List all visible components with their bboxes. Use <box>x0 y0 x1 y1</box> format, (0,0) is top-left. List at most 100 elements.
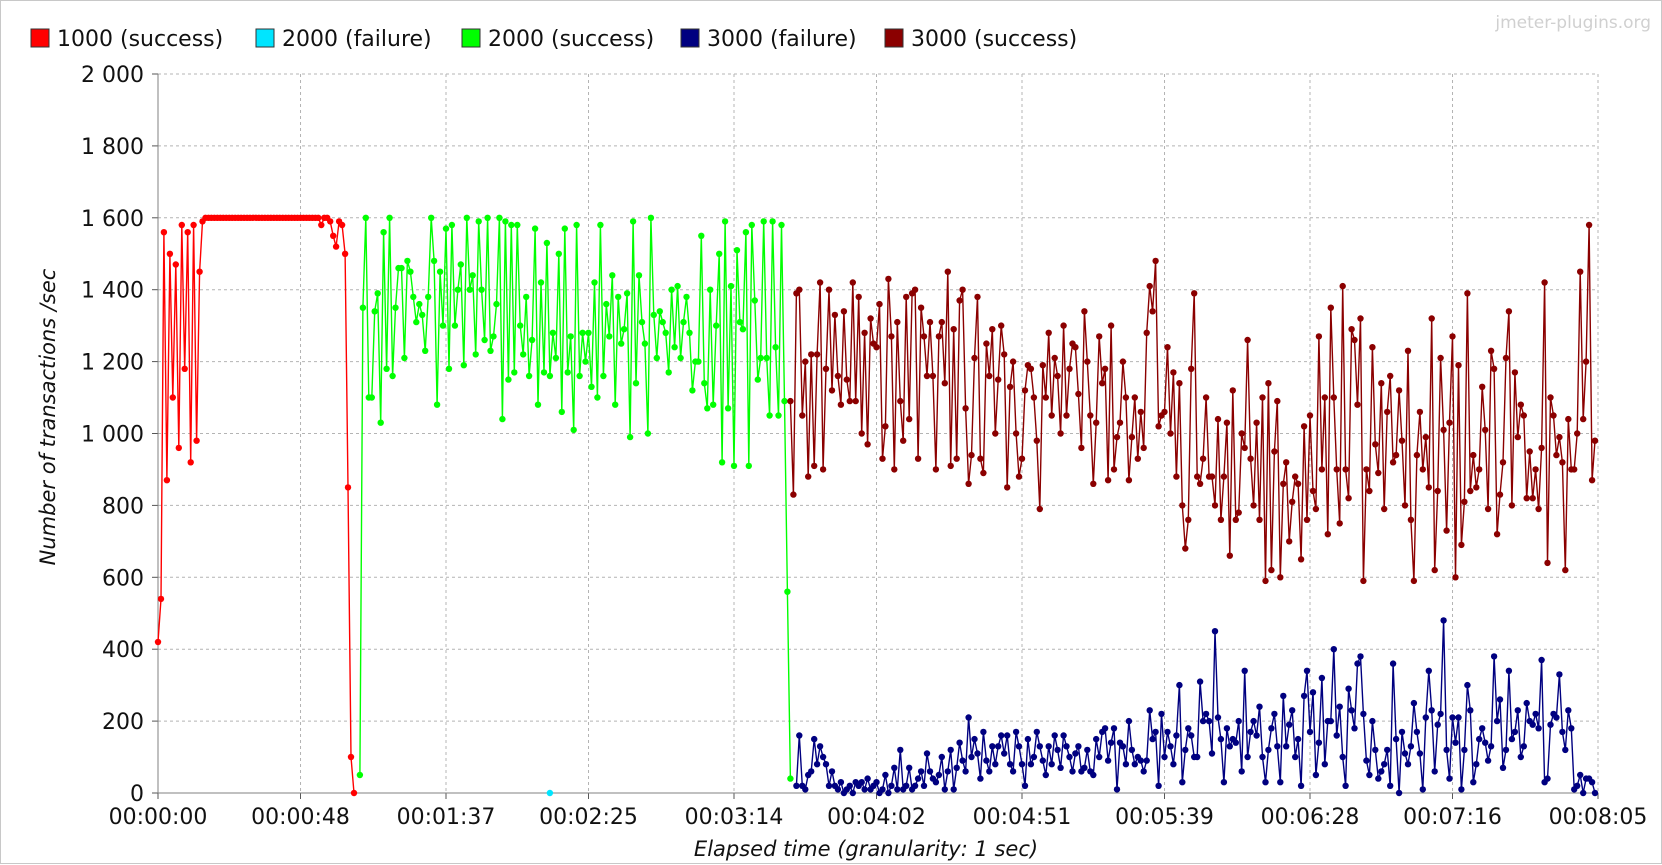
data-point <box>971 735 978 743</box>
data-point <box>413 318 420 326</box>
series-line <box>359 217 792 779</box>
data-point <box>1101 725 1109 732</box>
data-point <box>864 441 871 448</box>
data-point <box>903 782 910 789</box>
data-point <box>1580 789 1587 797</box>
data-point <box>805 473 812 480</box>
data-point <box>724 405 732 412</box>
data-point <box>911 286 919 293</box>
y-tick-label: 1 000 <box>81 423 144 448</box>
data-point <box>1544 559 1551 567</box>
data-point <box>567 333 574 340</box>
data-point <box>618 340 625 347</box>
data-point <box>1232 516 1240 523</box>
data-point <box>888 782 895 789</box>
data-point <box>1268 725 1275 732</box>
data-point <box>1336 520 1343 527</box>
data-point <box>822 761 830 768</box>
data-point <box>1493 531 1501 538</box>
data-point <box>861 329 868 336</box>
data-point <box>1021 387 1029 394</box>
data-point <box>1449 714 1456 721</box>
data-point <box>1015 743 1023 750</box>
data-point <box>920 333 928 340</box>
data-point <box>1170 369 1177 376</box>
data-point <box>668 286 675 293</box>
data-point <box>377 419 384 426</box>
data-point <box>1057 764 1064 771</box>
data-point <box>689 387 696 394</box>
data-point <box>1036 505 1044 513</box>
data-point <box>466 286 473 293</box>
data-point <box>1042 394 1050 401</box>
data-point <box>620 326 628 333</box>
data-point <box>1140 768 1147 775</box>
data-point <box>1535 505 1542 513</box>
data-point <box>508 221 515 229</box>
data-point <box>941 786 948 793</box>
data-point <box>1312 505 1320 513</box>
data-point <box>1182 545 1189 552</box>
x-tick-label: 00:04:51 <box>973 805 1072 830</box>
data-point <box>944 768 951 775</box>
data-point <box>917 304 925 311</box>
data-point <box>1167 430 1174 437</box>
data-point <box>980 469 987 477</box>
data-point <box>1544 775 1551 782</box>
data-point <box>1461 498 1468 505</box>
data-point <box>816 279 824 286</box>
data-point <box>172 261 179 268</box>
data-point <box>787 397 794 405</box>
data-point <box>1502 354 1510 362</box>
data-point <box>1389 660 1397 667</box>
data-point <box>983 757 990 764</box>
data-point <box>1024 735 1032 743</box>
data-point <box>882 423 889 430</box>
data-point <box>1033 728 1041 736</box>
data-point <box>1226 552 1234 559</box>
data-point <box>1327 304 1335 311</box>
data-point <box>897 746 904 754</box>
data-point <box>1434 721 1441 728</box>
data-point <box>398 264 405 272</box>
data-point <box>549 329 557 336</box>
data-point <box>623 290 631 297</box>
data-point <box>843 376 850 383</box>
data-point <box>1407 743 1415 750</box>
data-point <box>1401 750 1409 757</box>
data-point <box>383 365 390 372</box>
data-point <box>825 782 833 789</box>
data-point <box>1538 444 1545 452</box>
grid-lines <box>158 73 1599 793</box>
data-point <box>327 218 334 225</box>
legend-swatch <box>461 28 481 48</box>
y-tick-label: 1 600 <box>81 207 144 232</box>
data-point <box>852 397 859 405</box>
data-point <box>920 782 928 789</box>
legend-label: 1000 (success) <box>57 27 223 52</box>
data-point <box>739 326 747 333</box>
data-point <box>1526 448 1533 455</box>
data-point <box>1208 473 1216 480</box>
data-point <box>1107 322 1115 329</box>
data-point <box>430 257 438 265</box>
data-point <box>1012 728 1020 736</box>
data-point <box>1321 761 1329 768</box>
data-point <box>911 782 919 789</box>
data-point <box>1259 753 1266 761</box>
data-point <box>1300 692 1308 700</box>
data-point <box>1137 408 1145 416</box>
data-point <box>315 214 322 221</box>
data-point <box>1422 433 1430 441</box>
data-point <box>1096 333 1103 340</box>
data-point <box>1327 717 1335 725</box>
data-point <box>374 290 381 297</box>
data-point <box>932 466 940 473</box>
data-point <box>1508 735 1516 743</box>
data-point <box>318 221 325 229</box>
data-point <box>193 437 200 444</box>
data-point <box>1173 732 1180 739</box>
data-point <box>959 757 966 764</box>
data-point <box>1419 466 1427 473</box>
